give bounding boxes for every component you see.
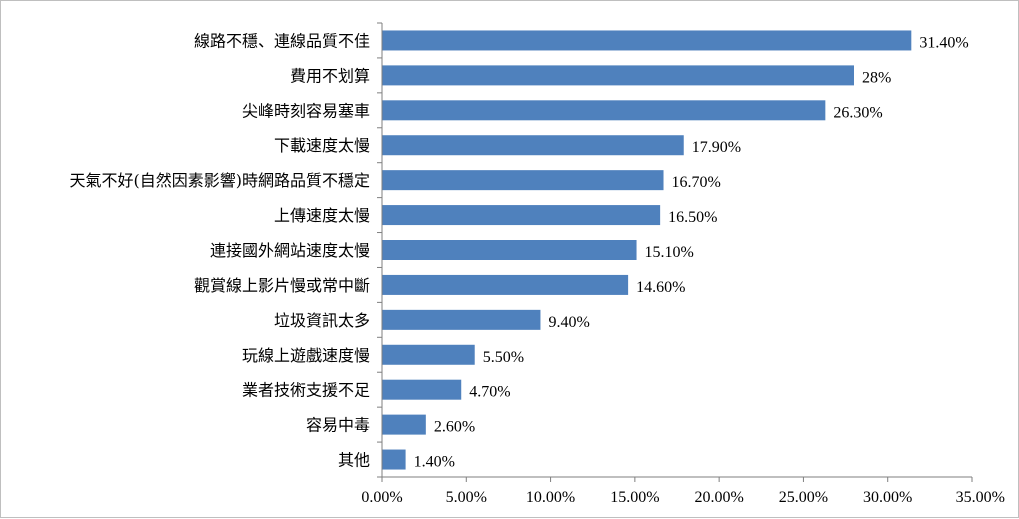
value-label: 9.40% <box>548 314 589 331</box>
bar <box>382 274 629 295</box>
value-label: 26.30% <box>833 104 882 121</box>
bar <box>382 414 426 435</box>
value-label: 31.40% <box>919 34 968 51</box>
x-tick-label: 10.00% <box>526 489 575 506</box>
category-label: 觀賞線上影片慢或常中斷 <box>194 276 370 295</box>
category-label: 上傳速度太慢 <box>274 206 370 225</box>
value-label: 16.50% <box>668 209 717 226</box>
value-label: 17.90% <box>692 139 741 156</box>
x-tick-label: 25.00% <box>779 489 828 506</box>
value-label: 28% <box>862 69 891 86</box>
category-label: 線路不穩、連線品質不佳 <box>194 31 370 50</box>
category-label: 玩線上遊戲速度慢 <box>242 346 370 365</box>
tick-labels-group: 0.00% 5.00% 10.00% 15.00% 20.00% 25.00% 30.00%… <box>361 489 1005 506</box>
bar <box>382 135 684 156</box>
bar <box>382 449 406 470</box>
x-tick-label: 0.00% <box>361 489 402 506</box>
category-label: 下載速度太慢 <box>274 136 370 155</box>
bar <box>382 344 475 365</box>
category-label: 尖峰時刻容易塞車 <box>242 101 370 120</box>
bar <box>382 170 664 191</box>
bar <box>382 240 637 260</box>
value-label: 16.70% <box>672 174 721 191</box>
axes-group <box>377 22 973 482</box>
category-label: 容易中毒 <box>306 416 370 435</box>
bar <box>382 309 541 330</box>
value-label: 1.40% <box>414 454 455 471</box>
category-label: 業者技術支援不足 <box>242 381 370 400</box>
category-labels-group: 線路不穩、連線品質不佳費用不划算尖峰時刻容易塞車下載速度太慢天氣不好(自然因素影… <box>70 31 371 469</box>
x-tick-label: 20.00% <box>694 489 743 506</box>
category-label: 連接國外網站速度太慢 <box>210 241 370 260</box>
bar <box>382 205 661 226</box>
value-label: 15.10% <box>645 244 694 261</box>
category-label: 費用不划算 <box>290 66 370 85</box>
x-tick-label: 15.00% <box>610 489 659 506</box>
category-label: 垃圾資訊太多 <box>274 311 370 330</box>
category-label: 天氣不好(自然因素影響)時網路品質不穩定 <box>70 171 371 190</box>
value-labels-group: 31.40% 28% 26.30% 17.90% 16.70% 16.50% 15.10% 1… <box>414 34 969 470</box>
x-tick-label: 5.00% <box>446 489 487 506</box>
value-label: 4.70% <box>469 384 510 401</box>
bar <box>382 100 826 121</box>
x-tick-label: 35.00% <box>956 489 1005 506</box>
category-label: 其他 <box>338 451 370 470</box>
bar <box>382 379 462 400</box>
bars-group <box>382 30 912 470</box>
bar <box>382 30 912 51</box>
value-label: 5.50% <box>483 349 524 366</box>
x-tick-label: 30.00% <box>863 489 912 506</box>
bar <box>382 65 854 86</box>
value-label: 14.60% <box>636 279 685 296</box>
value-label: 2.60% <box>434 419 475 436</box>
